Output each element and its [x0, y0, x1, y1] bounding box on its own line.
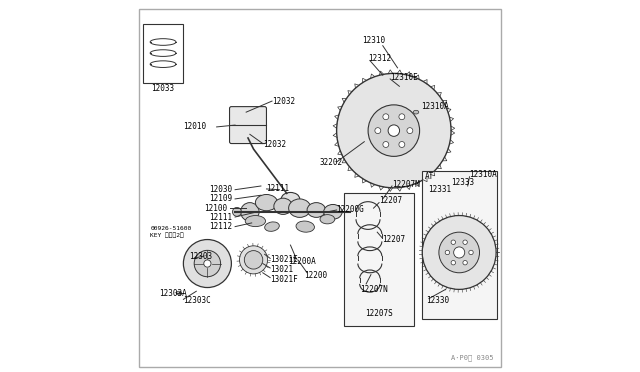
- Bar: [143, 23, 184, 83]
- Text: 12207: 12207: [382, 235, 405, 244]
- Circle shape: [204, 260, 211, 267]
- Circle shape: [375, 128, 381, 134]
- Text: A·P0‸ 0305: A·P0‸ 0305: [451, 355, 493, 361]
- Circle shape: [244, 251, 263, 269]
- Circle shape: [445, 250, 449, 255]
- Circle shape: [399, 114, 405, 120]
- Ellipse shape: [265, 222, 279, 231]
- Circle shape: [399, 141, 405, 147]
- Text: 32202: 32202: [320, 157, 343, 167]
- Ellipse shape: [296, 221, 314, 232]
- Circle shape: [194, 250, 221, 277]
- Circle shape: [463, 240, 467, 244]
- Text: 12109: 12109: [209, 195, 232, 203]
- Text: 12303A: 12303A: [159, 289, 187, 298]
- Circle shape: [184, 240, 232, 288]
- Circle shape: [439, 232, 479, 273]
- Text: 12100: 12100: [204, 203, 227, 213]
- Circle shape: [451, 260, 456, 265]
- Text: 12200A: 12200A: [289, 257, 316, 266]
- Text: 12310E: 12310E: [390, 73, 418, 81]
- Text: 12111: 12111: [209, 212, 232, 221]
- Text: 12207: 12207: [379, 196, 402, 205]
- Text: 12032: 12032: [263, 140, 286, 149]
- Circle shape: [468, 250, 473, 255]
- Circle shape: [422, 215, 496, 289]
- Bar: [422, 171, 497, 319]
- Ellipse shape: [281, 192, 300, 205]
- Circle shape: [383, 114, 388, 120]
- Circle shape: [463, 260, 467, 265]
- Text: KEY キー（2）: KEY キー（2）: [150, 232, 184, 238]
- Text: 12312: 12312: [368, 54, 391, 63]
- Circle shape: [232, 208, 241, 216]
- Text: 12111: 12111: [266, 185, 289, 193]
- Ellipse shape: [255, 195, 278, 211]
- Text: 12333: 12333: [451, 178, 474, 187]
- Ellipse shape: [320, 215, 335, 224]
- FancyBboxPatch shape: [230, 107, 266, 144]
- Text: 12030: 12030: [209, 185, 232, 194]
- Text: 12200G: 12200G: [337, 205, 364, 215]
- Text: 13021: 13021: [270, 264, 293, 273]
- Circle shape: [451, 240, 456, 244]
- Ellipse shape: [274, 198, 292, 214]
- Text: 12310: 12310: [362, 36, 385, 45]
- Text: 12303C: 12303C: [184, 296, 211, 305]
- Circle shape: [337, 73, 451, 188]
- Text: 12033: 12033: [152, 84, 175, 93]
- Bar: [344, 193, 414, 326]
- Text: 12310A: 12310A: [470, 170, 497, 179]
- Circle shape: [388, 125, 399, 137]
- Text: 12112: 12112: [209, 222, 232, 231]
- Text: 12330: 12330: [426, 296, 449, 305]
- Circle shape: [454, 247, 465, 258]
- Circle shape: [368, 105, 420, 156]
- Ellipse shape: [241, 203, 259, 221]
- Text: 12200: 12200: [304, 271, 327, 280]
- Text: 12010: 12010: [184, 122, 207, 131]
- Text: 00926-51600: 00926-51600: [150, 226, 191, 231]
- Circle shape: [407, 128, 413, 134]
- Text: 12310A: 12310A: [422, 102, 449, 111]
- Text: 12303: 12303: [189, 251, 212, 261]
- Text: 13021F: 13021F: [270, 275, 298, 283]
- Ellipse shape: [289, 199, 311, 217]
- Ellipse shape: [413, 110, 419, 114]
- Text: 12207N: 12207N: [360, 285, 388, 294]
- Text: 13021E: 13021E: [270, 255, 298, 264]
- Ellipse shape: [324, 205, 342, 219]
- Text: 12207S: 12207S: [365, 309, 393, 318]
- Ellipse shape: [176, 291, 182, 295]
- Ellipse shape: [307, 203, 326, 217]
- Text: AT: AT: [425, 172, 435, 181]
- Text: 12032: 12032: [272, 97, 295, 106]
- Text: 12207M: 12207M: [392, 180, 420, 189]
- Circle shape: [383, 141, 388, 147]
- Text: 12331: 12331: [428, 185, 451, 194]
- Ellipse shape: [245, 215, 266, 227]
- Circle shape: [239, 246, 268, 274]
